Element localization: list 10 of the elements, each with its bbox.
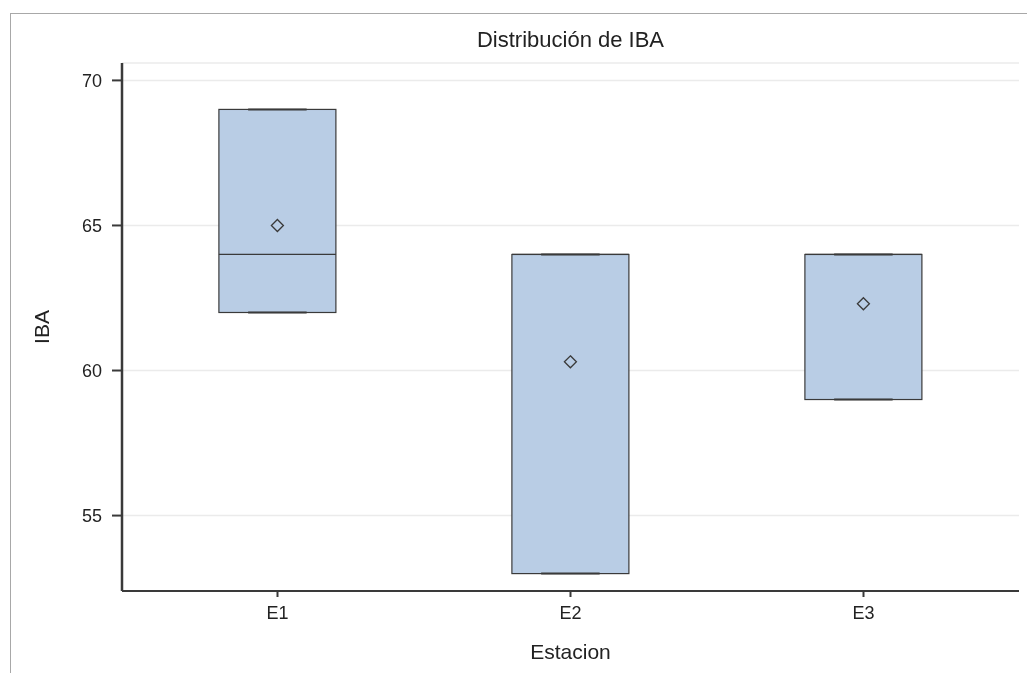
y-axis-title: IBA	[29, 310, 53, 344]
chart-title: Distribución de IBA	[475, 27, 666, 52]
y-tick-label: 55	[81, 505, 102, 526]
x-tick-label: E3	[852, 602, 875, 623]
y-tick-label: 60	[81, 360, 102, 381]
y-tick-label: 70	[81, 70, 102, 91]
x-tick-label: E1	[266, 602, 289, 623]
y-tick-label: 65	[81, 215, 102, 236]
x-tick-label: E2	[559, 602, 582, 623]
x-axis-title: Estacion	[530, 639, 611, 663]
